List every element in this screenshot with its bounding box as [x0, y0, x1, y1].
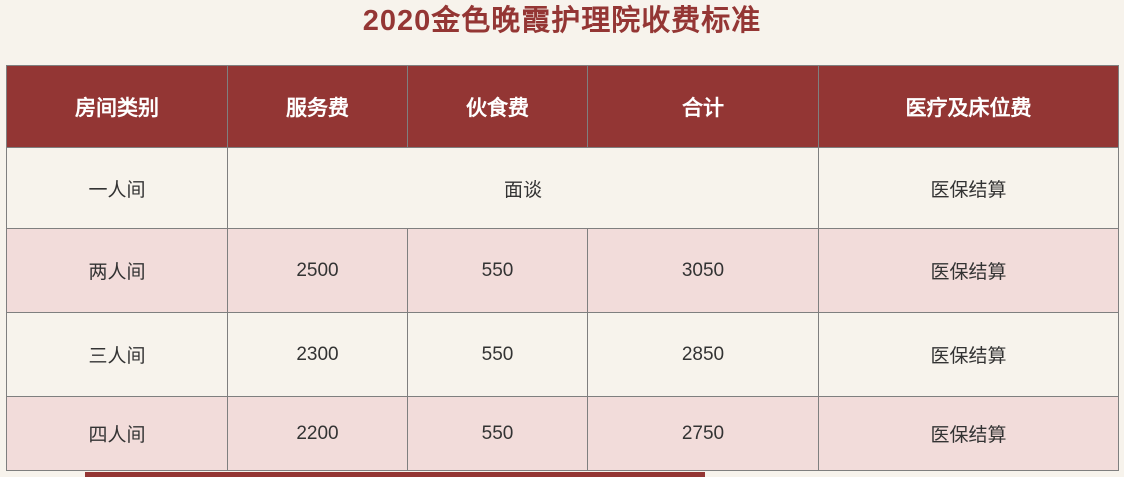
cell-service-fee: 2500 [227, 228, 408, 313]
table-row-single-room: 一人间 面谈 医保结算 [6, 147, 1119, 229]
table-header-row: 房间类别 服务费 伙食费 合计 医疗及床位费 [6, 65, 1119, 148]
cell-service-fee: 2200 [227, 396, 408, 471]
cell-room-type: 两人间 [6, 228, 228, 313]
cell-service-fee: 2300 [227, 312, 408, 397]
cell-medical: 医保结算 [818, 396, 1119, 471]
next-section-top-edge-bar [85, 472, 705, 477]
cell-meal-fee: 550 [407, 396, 588, 471]
cell-medical: 医保结算 [818, 147, 1119, 229]
fee-table: 房间类别 服务费 伙食费 合计 医疗及床位费 一人间 面谈 医保结算 两人间 2… [6, 65, 1119, 471]
table-row-double-room: 两人间 2500 550 3050 医保结算 [6, 228, 1119, 313]
cell-room-type: 四人间 [6, 396, 228, 471]
cell-total: 2850 [587, 312, 819, 397]
page-title: 2020金色晚霞护理院收费标准 [362, 5, 762, 37]
cell-room-type: 一人间 [6, 147, 228, 229]
cell-medical: 医保结算 [818, 312, 1119, 397]
header-cell-medical-bed: 医疗及床位费 [818, 65, 1119, 148]
header-cell-total: 合计 [587, 65, 819, 148]
cell-medical: 医保结算 [818, 228, 1119, 313]
cell-room-type: 三人间 [6, 312, 228, 397]
table-row-triple-room: 三人间 2300 550 2850 医保结算 [6, 312, 1119, 397]
cell-meal-fee: 550 [407, 312, 588, 397]
cell-meal-fee: 550 [407, 228, 588, 313]
header-cell-service-fee: 服务费 [227, 65, 408, 148]
cell-total: 3050 [587, 228, 819, 313]
table-row-quad-room: 四人间 2200 550 2750 医保结算 [6, 396, 1119, 471]
header-cell-meal-fee: 伙食费 [407, 65, 588, 148]
header-cell-room-type: 房间类别 [6, 65, 228, 148]
cell-interview-note: 面谈 [227, 147, 819, 229]
cell-total: 2750 [587, 396, 819, 471]
